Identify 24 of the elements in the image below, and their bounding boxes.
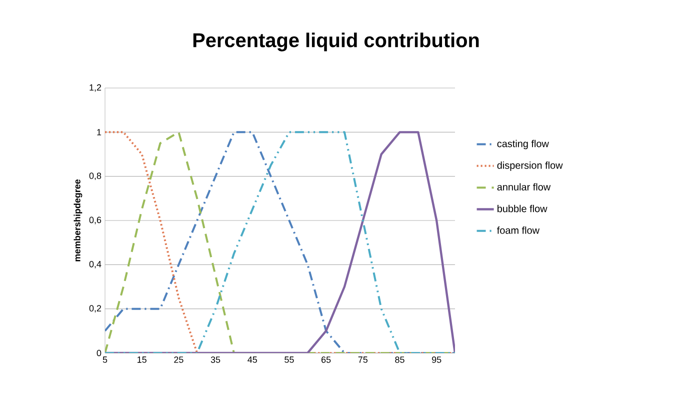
y-tick-label: 0,8 (89, 172, 102, 180)
y-tick-label: 0,6 (89, 216, 102, 224)
y-tick-label: 0,2 (89, 305, 102, 313)
legend-label: annular flow (497, 183, 551, 191)
x-tick-label: 95 (432, 356, 442, 363)
legend-label: foam flow (497, 226, 540, 234)
x-tick-label: 5 (102, 356, 108, 363)
y-tick-label: 0,4 (89, 260, 102, 268)
y-tick-label: 1,2 (90, 84, 102, 92)
y-tick-label: 1 (97, 129, 102, 136)
x-tick-label: 85 (395, 356, 404, 363)
legend-label: bubble flow (498, 204, 548, 212)
x-tick-label: 55 (284, 356, 294, 363)
x-tick-label: 65 (322, 356, 331, 363)
x-tick-label: 25 (174, 356, 184, 363)
y-tick-label: 0 (96, 350, 102, 356)
legend-label: dispersion flow (497, 162, 563, 171)
x-tick-label: 15 (138, 356, 146, 363)
x-tick-label: 45 (248, 356, 257, 363)
y-axis-title: membershipdegree (74, 179, 82, 262)
x-tick-label: 75 (358, 356, 368, 363)
x-tick-label: 35 (210, 356, 220, 363)
legend-label: casting flow (497, 140, 549, 150)
chart-title: Percentage liquid contribution (193, 32, 479, 52)
